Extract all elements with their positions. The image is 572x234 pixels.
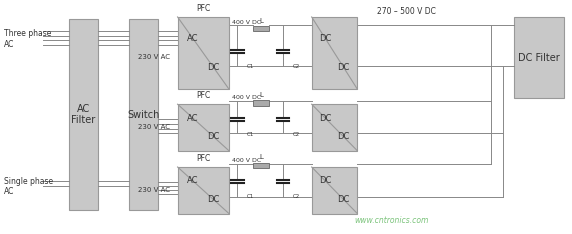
- Text: PFC: PFC: [196, 154, 210, 163]
- Text: DC: DC: [207, 195, 220, 204]
- Bar: [312, 104, 358, 151]
- Text: www.cntronics.com: www.cntronics.com: [355, 216, 429, 225]
- Text: 270 – 500 V DC: 270 – 500 V DC: [378, 7, 436, 15]
- Text: C1: C1: [247, 132, 254, 137]
- Bar: [129, 19, 158, 210]
- Text: AC: AC: [187, 114, 198, 123]
- Text: C2: C2: [292, 64, 300, 69]
- Bar: [312, 17, 358, 89]
- Text: L: L: [260, 18, 263, 24]
- Text: AC: AC: [187, 34, 198, 43]
- Text: L: L: [260, 154, 263, 161]
- Text: 400 V DC: 400 V DC: [232, 158, 261, 163]
- Text: C2: C2: [292, 194, 300, 199]
- Text: Single phase
AC: Single phase AC: [3, 177, 53, 197]
- Text: 230 V AC: 230 V AC: [138, 124, 170, 131]
- Text: AC: AC: [187, 176, 198, 186]
- Text: DC: DC: [207, 132, 220, 141]
- Bar: [177, 167, 229, 214]
- Text: AC
Filter: AC Filter: [72, 104, 96, 125]
- Text: DC: DC: [337, 63, 350, 72]
- Text: DC: DC: [319, 34, 332, 43]
- Text: C2: C2: [292, 132, 300, 137]
- Text: 400 V DC: 400 V DC: [232, 95, 261, 100]
- Text: DC Filter: DC Filter: [518, 53, 560, 63]
- Text: PFC: PFC: [196, 91, 210, 100]
- Bar: [312, 167, 358, 214]
- Bar: [514, 17, 565, 98]
- Text: PFC: PFC: [196, 4, 210, 13]
- Text: 230 V AC: 230 V AC: [138, 187, 170, 193]
- Bar: [253, 100, 269, 106]
- Text: DC: DC: [337, 195, 350, 204]
- Bar: [253, 163, 269, 168]
- Text: 230 V AC: 230 V AC: [138, 54, 170, 59]
- Text: DC: DC: [207, 63, 220, 72]
- Bar: [69, 19, 98, 210]
- Text: DC: DC: [319, 114, 332, 123]
- Text: Switch: Switch: [127, 110, 160, 120]
- Bar: [177, 104, 229, 151]
- Text: Three phase
AC: Three phase AC: [3, 29, 51, 49]
- Text: 400 V DC: 400 V DC: [232, 20, 261, 25]
- Bar: [253, 26, 269, 31]
- Text: DC: DC: [319, 176, 332, 186]
- Text: C1: C1: [247, 64, 254, 69]
- Text: L: L: [260, 92, 263, 98]
- Bar: [177, 17, 229, 89]
- Text: DC: DC: [337, 132, 350, 141]
- Text: C1: C1: [247, 194, 254, 199]
